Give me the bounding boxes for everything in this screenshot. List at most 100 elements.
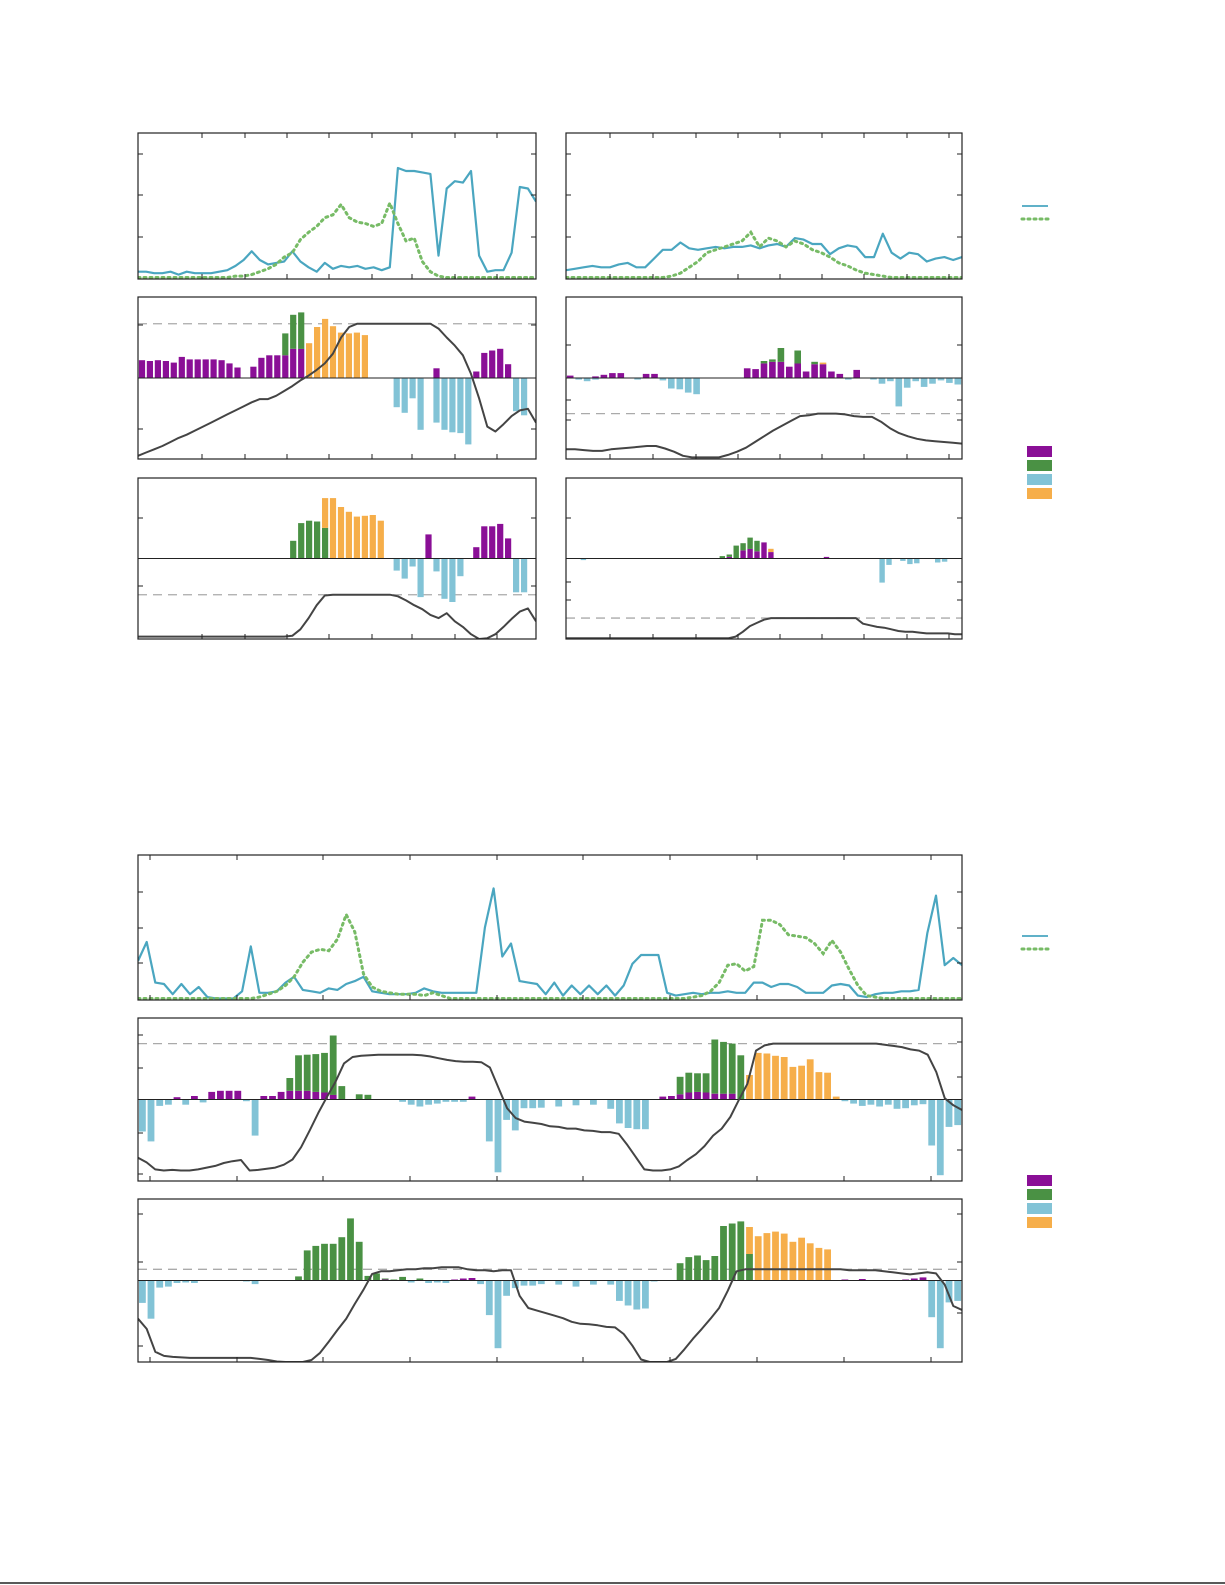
mid-right-bars-bar <box>802 371 810 378</box>
wide-mid-bars-bar <box>702 1073 710 1093</box>
bottom-left-bars-bar <box>433 558 440 572</box>
wide-bottom-bars-bar <box>806 1243 814 1281</box>
wide-mid-bars-bar <box>824 1072 831 1100</box>
top-left-lines-series-solid-line <box>138 166 536 276</box>
wide-mid-bars-bar <box>806 1059 814 1100</box>
wide-bottom-bars-bar <box>329 1243 337 1281</box>
wide-bottom-bars-bar <box>607 1280 615 1285</box>
wide-mid-bars-bar <box>459 1099 467 1102</box>
wide-mid-bars-bar <box>173 1097 181 1100</box>
wide-mid-bars-bar <box>399 1099 406 1102</box>
wide-mid-bars-bar <box>182 1099 190 1105</box>
wide-bottom-bars-bar <box>529 1280 537 1286</box>
wide-bottom-bars-bar <box>772 1231 779 1281</box>
wide-mid-bars-plot-area <box>138 1035 962 1176</box>
mid-left-bars-bar <box>497 348 504 378</box>
bottom-left-bars-bar <box>489 526 496 559</box>
mid-left-bars-bar <box>481 352 488 378</box>
wide-bottom-bars-bar <box>789 1241 797 1281</box>
wide-mid-bars-bar <box>303 1090 311 1100</box>
legend-bar-swatch <box>1027 1217 1052 1228</box>
top-left-lines-panel <box>137 132 537 280</box>
bottom-right-bars-bar <box>747 548 753 559</box>
wide-bottom-bars-bar <box>399 1276 406 1281</box>
mid-right-bars-bar <box>777 361 785 378</box>
wide-mid-bars-bar <box>694 1091 701 1100</box>
wide-bottom-bars-bar <box>702 1260 710 1281</box>
wide-bottom-bars-bar <box>433 1280 441 1283</box>
mid-right-bars-bar <box>794 363 801 378</box>
bottom-left-bars-bar <box>473 547 480 559</box>
wide-bottom-bars-bar <box>139 1280 146 1303</box>
bottom-left-bars-bar <box>401 558 408 579</box>
mid-left-bars-bar <box>521 378 528 416</box>
bottom-left-bars-bar <box>521 558 528 593</box>
wide-mid-bars-bar <box>841 1099 849 1102</box>
mid-left-bars-bar <box>298 312 305 349</box>
mid-left-bars-bar <box>186 359 193 378</box>
wide-bottom-bars-bar <box>624 1280 632 1306</box>
bottom-right-bars-bar <box>914 558 920 564</box>
wide-mid-bars-bar <box>407 1099 415 1105</box>
top-left-lines-series-dotted-line <box>138 199 536 279</box>
wide-bottom-bars-bar <box>746 1227 753 1254</box>
wide-bottom-bars-bar <box>928 1280 936 1318</box>
wide-bottom-bars-bar <box>477 1280 484 1285</box>
mid-left-bars-plot-area <box>138 312 536 457</box>
legend-bar-swatch <box>1027 460 1052 471</box>
mid-right-bars-bar <box>836 373 844 378</box>
bottom-left-bars-bar <box>409 558 416 567</box>
top-right-lines-series-solid-line <box>566 232 962 272</box>
wide-mid-bars-bar <box>668 1096 675 1100</box>
mid-right-bars-bar <box>583 378 591 382</box>
mid-left-bars-bar <box>489 350 496 378</box>
mid-right-bars-bar <box>811 364 818 378</box>
wide-bottom-bars-bar <box>642 1280 649 1309</box>
legend-top <box>1020 205 1052 499</box>
mid-right-bars-bar <box>592 376 599 378</box>
wide-bottom-bars-bar <box>694 1255 701 1281</box>
mid-right-bars-bar <box>609 373 616 378</box>
bottom-right-bars-bar <box>740 543 746 551</box>
mid-right-bars-bar <box>659 378 667 381</box>
wide-mid-bars-bar <box>763 1053 771 1100</box>
wide-bottom-bars-bar <box>251 1280 259 1285</box>
wide-mid-bars-bar <box>728 1093 736 1100</box>
wide-bottom-bars-bar <box>364 1275 372 1281</box>
mid-right-bars-bar <box>760 363 768 378</box>
mid-right-bars-bar <box>912 378 919 382</box>
mid-left-bars-bar <box>401 378 408 413</box>
wide-bottom-bars-bar <box>520 1280 528 1286</box>
mid-left-bars-bar <box>258 357 265 379</box>
mid-right-bars-frame <box>565 296 963 460</box>
mid-left-bars-bar <box>393 378 400 408</box>
wide-lines-frame <box>137 854 963 1001</box>
wide-bottom-bars-plot-area <box>138 1218 962 1362</box>
wide-mid-bars-bar <box>746 1075 753 1100</box>
wide-bottom-bars-cumulative-line <box>138 1266 962 1362</box>
wide-mid-bars-bar <box>286 1078 294 1091</box>
bottom-left-bars-cumulative-line <box>138 593 536 639</box>
mid-right-bars-bar <box>600 374 608 378</box>
wide-bottom-bars-bar <box>720 1226 727 1281</box>
mid-right-bars-panel <box>565 296 963 460</box>
wide-mid-bars-bar <box>537 1099 545 1108</box>
bottom-right-bars-bar <box>580 558 587 561</box>
wide-bottom-bars-bar <box>936 1280 944 1349</box>
wide-mid-bars-bar <box>572 1099 580 1106</box>
mid-left-bars-bar <box>433 368 440 378</box>
wide-bottom-bars-bar <box>165 1280 172 1287</box>
wide-bottom-bars-bar <box>407 1280 415 1283</box>
mid-right-bars-bar <box>642 373 650 378</box>
mid-right-bars-plot-area <box>566 348 962 459</box>
mid-left-bars-bar <box>345 333 352 378</box>
mid-left-bars-bar <box>210 359 217 378</box>
wide-mid-bars-bar <box>312 1091 320 1100</box>
wide-mid-bars-cumulative-line <box>138 1042 962 1172</box>
wide-bottom-bars-bar <box>182 1280 190 1283</box>
mid-right-bars-bar <box>752 369 759 378</box>
wide-mid-bars-bar <box>919 1099 927 1105</box>
mid-left-bars-bar <box>457 378 464 434</box>
mid-left-bars-panel <box>137 296 537 460</box>
top-left-lines-plot-area <box>138 166 536 279</box>
